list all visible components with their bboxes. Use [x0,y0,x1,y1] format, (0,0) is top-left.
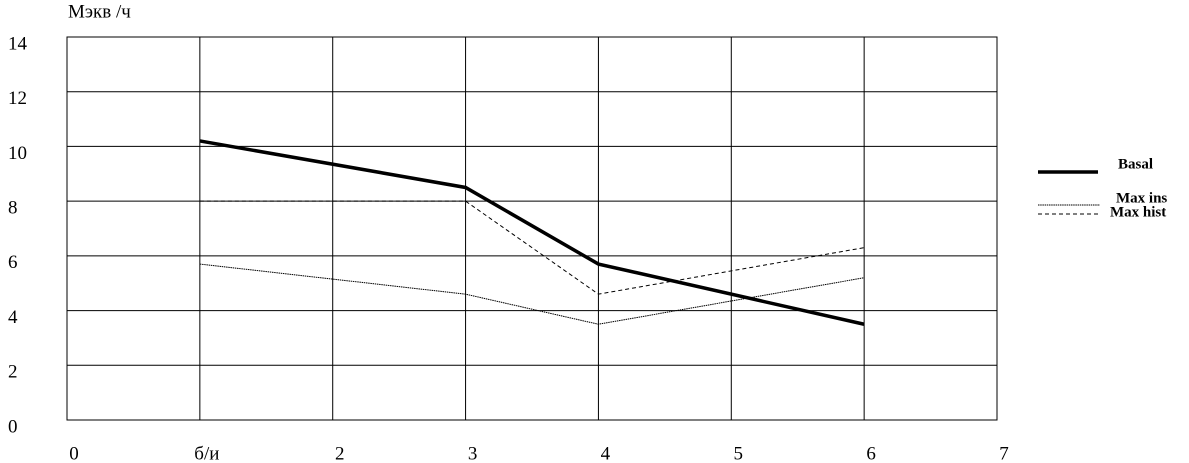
x-tick-label: 2 [335,443,345,463]
x-tick-label: 4 [601,443,611,463]
x-tick-label: 6 [866,443,876,463]
y-tick-label: 8 [8,198,18,219]
x-tick-label: 3 [468,443,478,463]
y-tick-label: 2 [8,362,18,383]
x-tick-label: 5 [734,443,744,463]
y-tick-label: 6 [8,252,18,273]
x-tick-label: б/и [194,443,219,463]
series-line [199,139,865,326]
y-axis-label: Мэкв /ч [68,1,131,22]
y-tick-label: 10 [8,143,27,164]
y-tick-label: 0 [8,416,18,437]
x-tick-label: 7 [999,443,1009,463]
legend-label: Max hist [1110,204,1166,220]
legend-label: Max ins [1116,190,1167,206]
series-line [199,200,865,295]
y-tick-label: 14 [8,33,28,54]
y-tick-label: 4 [8,307,18,328]
y-tick-label: 12 [8,88,27,109]
series-line [199,263,865,325]
plot-border [66,36,998,421]
x-tick-label: 0 [69,443,79,463]
legend-label: Basal [1118,156,1153,172]
